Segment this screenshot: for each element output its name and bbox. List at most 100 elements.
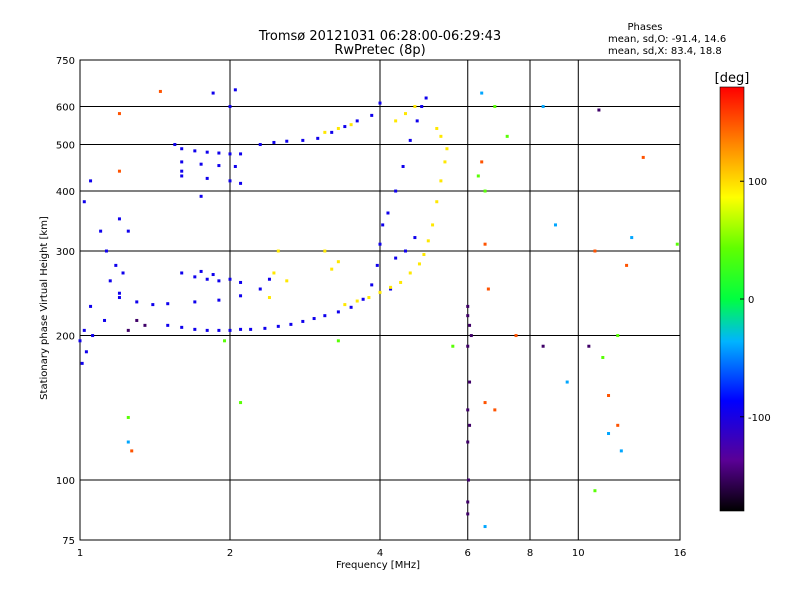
x-axis-label: Frequency [MHz] (336, 560, 420, 571)
data-point (553, 223, 557, 227)
data-point (593, 489, 597, 493)
data-point (135, 318, 139, 322)
data-point (239, 327, 243, 331)
data-point (413, 236, 417, 240)
data-point (587, 344, 591, 348)
data-point (121, 271, 125, 275)
data-point (239, 401, 243, 405)
data-point (205, 328, 209, 332)
colorbar-tick-label: 0 (748, 295, 754, 306)
data-point (469, 334, 473, 338)
x-tick-labels: 1 2 4 6 8 10 16 (77, 548, 687, 559)
data-point (135, 300, 139, 304)
data-point (486, 287, 490, 291)
chart-subtitle: RwPretec (8p) (334, 43, 425, 58)
data-point (597, 108, 601, 112)
data-point (166, 302, 170, 306)
data-point (625, 263, 629, 267)
data-point (468, 380, 472, 384)
data-point (126, 440, 130, 444)
data-point (180, 325, 184, 329)
data-point (375, 263, 379, 267)
stats-heading: Phases (627, 22, 662, 33)
data-point (541, 105, 545, 109)
x-tick-label: 16 (674, 548, 687, 559)
data-point (336, 260, 340, 264)
x-tick-label: 2 (227, 548, 233, 559)
data-point (301, 138, 305, 142)
data-point (451, 344, 455, 348)
colorbar-tick-label: -100 (748, 413, 771, 424)
data-point (349, 305, 353, 309)
data-point (117, 217, 121, 221)
y-tick-label: 200 (56, 332, 75, 343)
x-tick-label: 6 (465, 548, 471, 559)
x-tick-label: 1 (77, 548, 83, 559)
data-point (466, 478, 470, 482)
data-point (91, 334, 95, 338)
x-tick-label: 10 (572, 548, 585, 559)
data-point (78, 339, 82, 343)
data-point (466, 408, 470, 412)
data-point (117, 112, 121, 116)
data-point (117, 169, 121, 173)
data-point (616, 423, 620, 427)
data-point (343, 303, 347, 307)
data-point (258, 143, 262, 147)
data-point (228, 328, 232, 332)
data-point (435, 200, 439, 204)
data-point (468, 323, 472, 327)
data-point (82, 328, 86, 332)
data-point (394, 119, 398, 123)
y-tick-label: 750 (56, 56, 75, 67)
data-point (276, 324, 280, 328)
data-point (439, 134, 443, 138)
data-point (267, 296, 271, 300)
data-point (263, 326, 267, 330)
data-point (408, 138, 412, 142)
data-point (285, 139, 289, 143)
data-point (272, 271, 276, 275)
data-point (199, 269, 203, 273)
data-point (258, 287, 262, 291)
data-point (480, 91, 484, 95)
data-point (389, 287, 393, 291)
data-point (80, 361, 84, 365)
data-point (413, 105, 417, 109)
data-point (468, 423, 472, 427)
data-point (223, 339, 227, 343)
data-point (466, 344, 470, 348)
data-point (193, 327, 197, 331)
data-point (361, 297, 365, 301)
data-points (78, 88, 679, 529)
data-point (641, 155, 645, 159)
data-point (267, 277, 271, 281)
data-point (422, 253, 426, 257)
data-point (675, 242, 679, 246)
data-point (108, 279, 112, 283)
data-point (89, 304, 93, 308)
data-point (99, 229, 103, 233)
data-point (355, 299, 359, 303)
data-point (420, 105, 424, 109)
data-point (84, 350, 88, 354)
data-point (408, 271, 412, 275)
x-tick-label: 4 (377, 548, 383, 559)
data-point (205, 150, 209, 154)
data-point (466, 512, 470, 516)
data-point (104, 249, 108, 253)
data-point (199, 194, 203, 198)
data-point (399, 280, 403, 284)
data-point (607, 432, 611, 436)
data-point (228, 179, 232, 183)
data-point (445, 147, 449, 151)
data-point (193, 300, 197, 304)
data-point (117, 291, 121, 295)
data-point (403, 249, 407, 253)
stats-o-line: mean, sd,O: -91.4, 14.6 (608, 34, 726, 45)
data-point (180, 174, 184, 178)
data-point (514, 334, 518, 338)
data-point (323, 249, 327, 253)
colorbar-label: [deg] (715, 71, 750, 86)
